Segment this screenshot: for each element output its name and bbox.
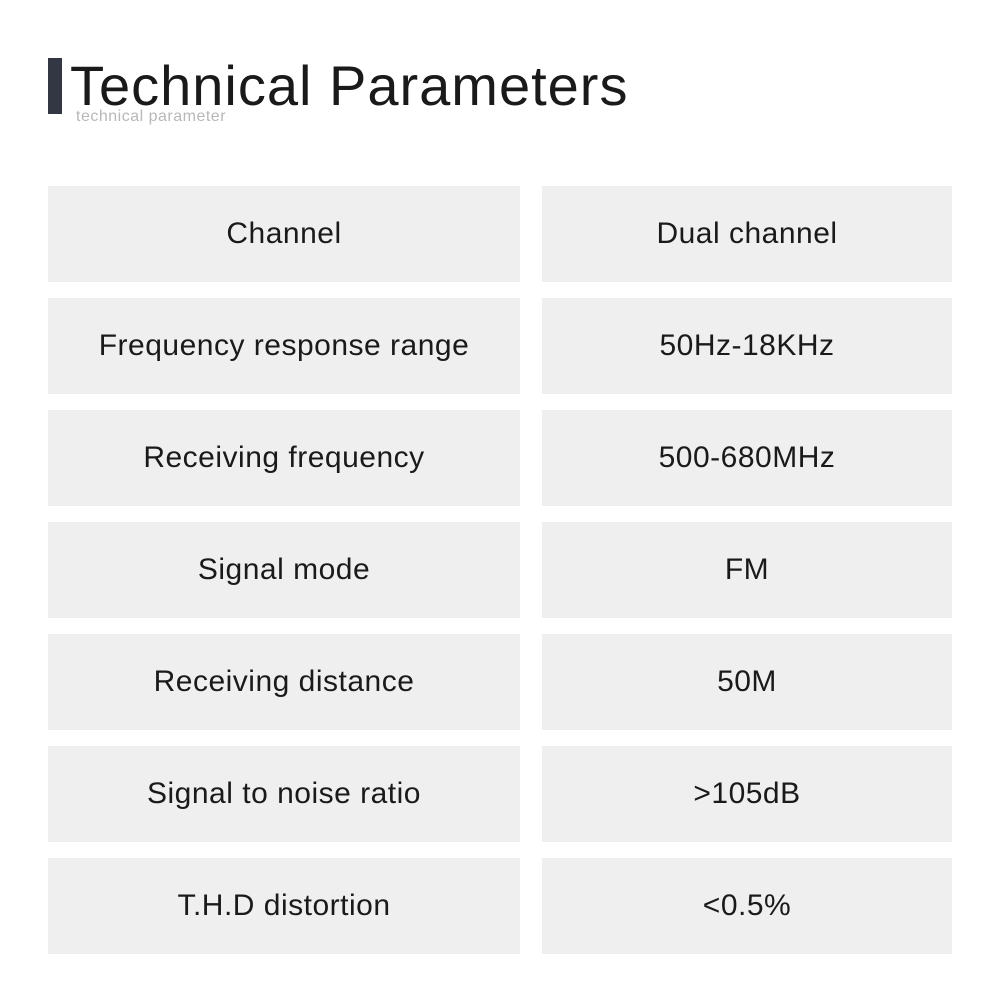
spec-label: Channel <box>48 186 520 282</box>
table-row: Channel Dual channel <box>48 186 952 282</box>
spec-value: 500-680MHz <box>542 410 952 506</box>
table-row: Signal to noise ratio >105dB <box>48 746 952 842</box>
spec-value: FM <box>542 522 952 618</box>
header: Technical Parameters technical parameter <box>48 58 952 126</box>
table-row: Receiving distance 50M <box>48 634 952 730</box>
accent-bar-icon <box>48 58 62 114</box>
title-block: Technical Parameters technical parameter <box>70 58 628 126</box>
spec-label: Signal mode <box>48 522 520 618</box>
spec-value: 50Hz-18KHz <box>542 298 952 394</box>
spec-value: Dual channel <box>542 186 952 282</box>
spec-label: Signal to noise ratio <box>48 746 520 842</box>
table-row: T.H.D distortion <0.5% <box>48 858 952 954</box>
table-row: Signal mode FM <box>48 522 952 618</box>
table-row: Receiving frequency 500-680MHz <box>48 410 952 506</box>
spec-value: <0.5% <box>542 858 952 954</box>
spec-label: Receiving frequency <box>48 410 520 506</box>
spec-table: Channel Dual channel Frequency response … <box>48 186 952 954</box>
table-row: Frequency response range 50Hz-18KHz <box>48 298 952 394</box>
spec-label: Receiving distance <box>48 634 520 730</box>
spec-value: >105dB <box>542 746 952 842</box>
spec-value: 50M <box>542 634 952 730</box>
page-subtitle: technical parameter <box>76 108 628 126</box>
page-title: Technical Parameters <box>70 58 628 114</box>
spec-label: Frequency response range <box>48 298 520 394</box>
spec-label: T.H.D distortion <box>48 858 520 954</box>
